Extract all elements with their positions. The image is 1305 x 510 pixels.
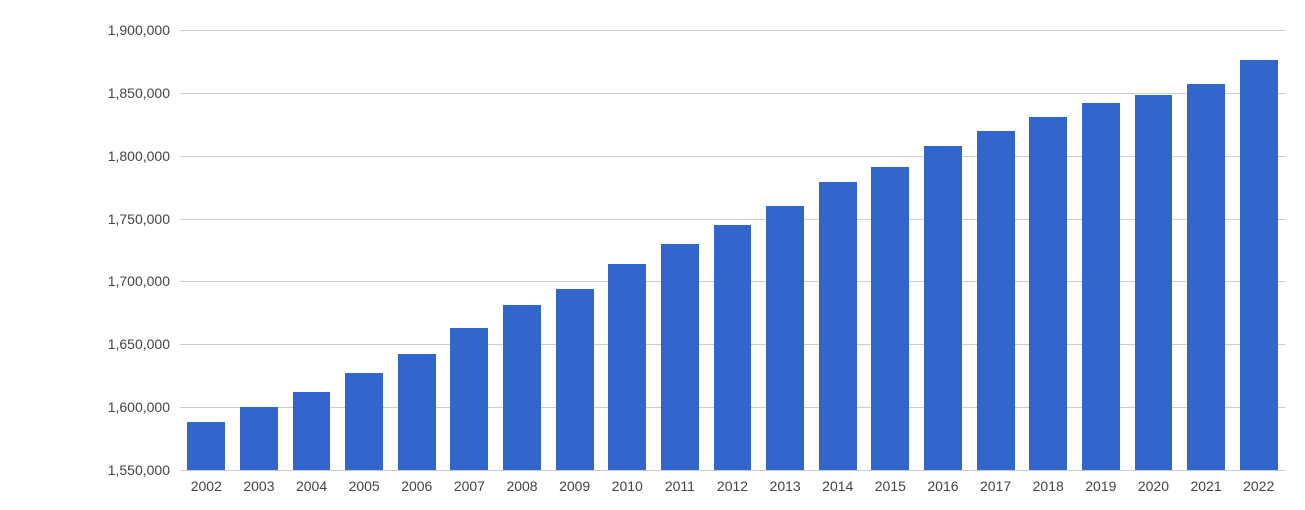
bar <box>345 373 383 470</box>
y-tick-label: 1,550,000 <box>108 462 180 478</box>
y-tick-label: 1,800,000 <box>108 148 180 164</box>
x-tick-label: 2014 <box>822 470 853 494</box>
bar <box>661 244 699 470</box>
bar <box>924 146 962 470</box>
x-tick-label: 2003 <box>243 470 274 494</box>
x-tick-label: 2013 <box>770 470 801 494</box>
bar <box>1187 84 1225 470</box>
x-tick-label: 2004 <box>296 470 327 494</box>
x-tick-label: 2018 <box>1033 470 1064 494</box>
x-tick-label: 2019 <box>1085 470 1116 494</box>
x-tick-label: 2005 <box>349 470 380 494</box>
y-tick-label: 1,900,000 <box>108 22 180 38</box>
x-tick-label: 2020 <box>1138 470 1169 494</box>
x-tick-label: 2011 <box>665 470 695 494</box>
bar <box>977 131 1015 470</box>
x-tick-label: 2016 <box>927 470 958 494</box>
grid-line <box>180 30 1285 31</box>
x-tick-label: 2006 <box>401 470 432 494</box>
x-tick-label: 2015 <box>875 470 906 494</box>
bar <box>1029 117 1067 470</box>
bar <box>871 167 909 470</box>
x-tick-label: 2022 <box>1243 470 1274 494</box>
x-tick-label: 2017 <box>980 470 1011 494</box>
plot-area: 1,550,0001,600,0001,650,0001,700,0001,75… <box>180 30 1285 470</box>
bar <box>556 289 594 470</box>
bar <box>714 225 752 470</box>
bar <box>450 328 488 470</box>
bar <box>503 305 541 470</box>
bar <box>608 264 646 470</box>
y-tick-label: 1,700,000 <box>108 273 180 289</box>
y-tick-label: 1,750,000 <box>108 211 180 227</box>
x-tick-label: 2021 <box>1190 470 1221 494</box>
x-tick-label: 2009 <box>559 470 590 494</box>
bar <box>1082 103 1120 470</box>
x-tick-label: 2010 <box>612 470 643 494</box>
bar <box>398 354 436 470</box>
bar <box>819 182 857 470</box>
grid-line <box>180 93 1285 94</box>
x-tick-label: 2012 <box>717 470 748 494</box>
y-tick-label: 1,600,000 <box>108 399 180 415</box>
bar <box>293 392 331 470</box>
bar <box>1240 60 1278 470</box>
x-tick-label: 2002 <box>191 470 222 494</box>
bar <box>187 422 225 470</box>
y-tick-label: 1,850,000 <box>108 85 180 101</box>
bar <box>766 206 804 470</box>
x-tick-label: 2007 <box>454 470 485 494</box>
population-bar-chart: 1,550,000 1,600,000 1,650,000 1,700,000 1,75… <box>0 0 1305 510</box>
x-tick-label: 2008 <box>506 470 537 494</box>
bar <box>240 407 278 470</box>
y-tick-label: 1,650,000 <box>108 336 180 352</box>
bar <box>1135 95 1173 470</box>
